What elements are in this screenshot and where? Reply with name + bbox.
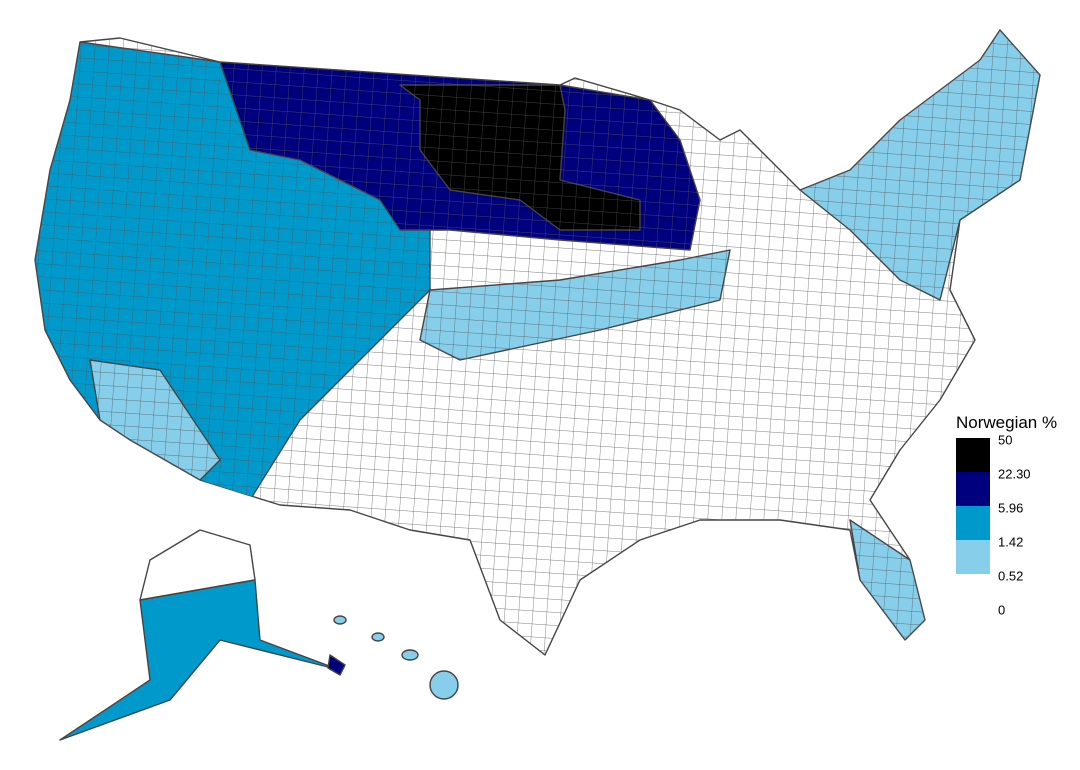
- region-light: [429, 670, 459, 700]
- region-light: [371, 632, 385, 642]
- hawaii: [333, 615, 459, 700]
- legend-label: 50: [998, 432, 1012, 447]
- legend-label: 5.96: [998, 500, 1023, 515]
- region-medium: [59, 579, 341, 741]
- region-light: [333, 615, 347, 625]
- legend-label: 0: [998, 602, 1005, 617]
- legend: Norwegian % 50 22.30 5.96 1.42 0.52 0: [956, 413, 1057, 617]
- legend-label: 1.42: [998, 534, 1023, 549]
- legend-label: 0.52: [998, 568, 1023, 583]
- legend-swatch: [956, 506, 990, 540]
- legend-swatch: [956, 540, 990, 574]
- legend-swatch: [956, 438, 990, 472]
- legend-label: 22.30: [998, 466, 1031, 481]
- legend-swatch: [956, 574, 990, 608]
- region-high: [327, 654, 346, 676]
- alaska: [59, 529, 346, 741]
- region-none: [139, 529, 256, 601]
- legend-title: Norwegian %: [956, 413, 1057, 432]
- region-light: [401, 649, 419, 661]
- legend-swatch: [956, 472, 990, 506]
